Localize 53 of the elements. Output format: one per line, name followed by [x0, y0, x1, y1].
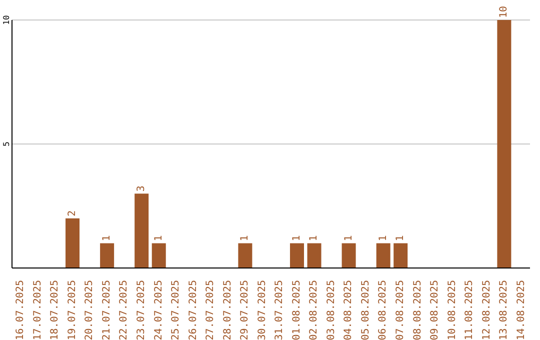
bar — [290, 243, 304, 268]
x-tick-label: 30.07.2025 — [256, 280, 268, 340]
data-label: 10 — [498, 6, 510, 18]
data-label: 1 — [240, 235, 251, 242]
x-tick-label: 05.08.2025 — [360, 280, 372, 340]
x-tick-label: 19.07.2025 — [66, 280, 78, 340]
x-tick-label: 22.07.2025 — [118, 280, 130, 340]
x-tick-label: 13.08.2025 — [498, 280, 510, 340]
x-tick-label: 20.07.2025 — [84, 280, 96, 340]
data-label: 1 — [395, 235, 406, 242]
x-tick-label: 16.07.2025 — [15, 280, 26, 340]
x-tick-label: 12.08.2025 — [481, 280, 492, 340]
x-tick-label: 21.07.2025 — [101, 280, 112, 340]
bar — [497, 20, 512, 268]
x-tick-label: 25.07.2025 — [170, 280, 182, 340]
bar — [100, 243, 114, 268]
x-tick-label: 01.08.2025 — [291, 280, 302, 340]
bar — [307, 243, 322, 268]
data-label: 2 — [67, 210, 78, 216]
x-tick-label: 27.07.2025 — [205, 280, 216, 340]
bar — [152, 243, 166, 268]
x-tick-label: 11.08.2025 — [464, 280, 476, 340]
bar — [66, 218, 80, 268]
x-tick-label: 18.07.2025 — [50, 280, 61, 340]
x-tick-label: 29.07.2025 — [240, 280, 251, 340]
x-tick-label: 17.07.2025 — [32, 280, 44, 340]
x-tick-label: 24.07.2025 — [153, 280, 164, 340]
data-label: 3 — [136, 186, 148, 192]
data-label: 1 — [308, 235, 320, 242]
x-tick-label: 23.07.2025 — [136, 280, 147, 340]
x-tick-label: 04.08.2025 — [343, 280, 354, 340]
x-tick-label: 14.08.2025 — [516, 280, 527, 340]
x-tick-label: 28.07.2025 — [222, 280, 234, 340]
x-tick-label: 09.08.2025 — [430, 280, 441, 340]
x-tick-label: 26.07.2025 — [188, 280, 199, 340]
x-tick-label: 06.08.2025 — [378, 280, 389, 340]
data-label: 1 — [378, 235, 389, 242]
x-tick-label: 08.08.2025 — [412, 280, 424, 340]
x-tick-label: 31.07.2025 — [274, 280, 286, 340]
data-label: 1 — [102, 235, 113, 242]
bar — [134, 194, 149, 268]
x-tick-label: 10.08.2025 — [446, 280, 458, 340]
bar — [238, 243, 252, 268]
x-tick-label: 03.08.2025 — [326, 280, 337, 340]
data-label: 1 — [153, 235, 164, 242]
bar — [376, 243, 390, 268]
data-label: 1 — [291, 235, 302, 242]
bar — [394, 243, 408, 268]
data-label: 1 — [343, 235, 354, 242]
x-tick-label: 07.08.2025 — [395, 280, 406, 340]
x-tick-label: 02.08.2025 — [308, 280, 320, 340]
bar — [342, 243, 356, 268]
y-tick-label: 5 — [2, 141, 11, 146]
